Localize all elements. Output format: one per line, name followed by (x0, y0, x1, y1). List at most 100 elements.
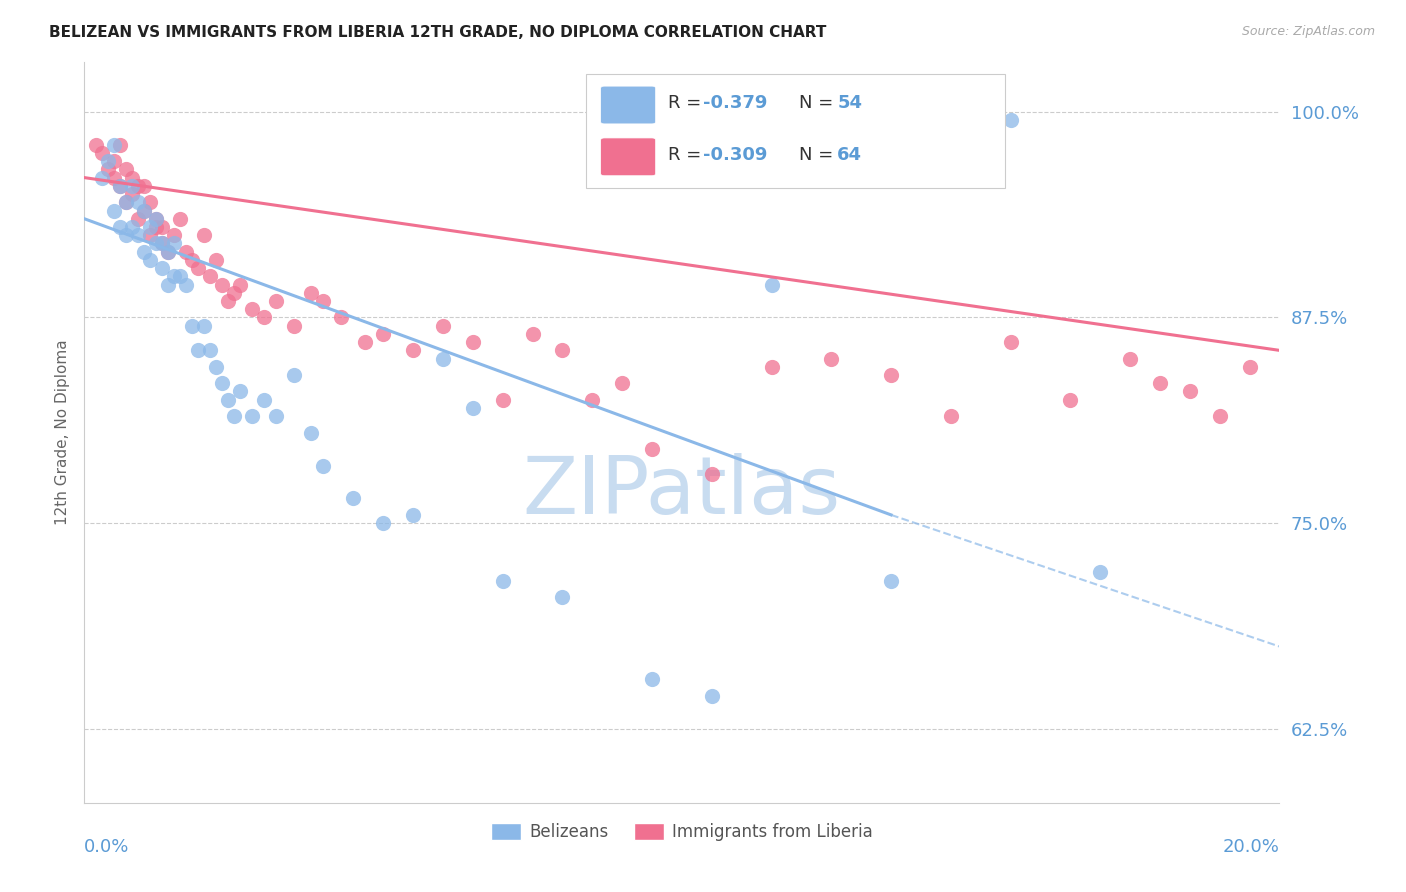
Text: N =: N = (799, 95, 839, 112)
Point (132, 203, 156, 218)
Text: R =: R = (668, 146, 707, 164)
Y-axis label: 12th Grade, No Diploma: 12th Grade, No Diploma (55, 340, 70, 525)
Point (127, 178, 149, 193)
Point (264, 409, 287, 424)
Point (169, 269, 191, 284)
Text: Source: ZipAtlas.com: Source: ZipAtlas.com (1241, 25, 1375, 38)
Point (641, 442, 664, 456)
Point (229, 277, 252, 292)
FancyBboxPatch shape (600, 87, 655, 124)
Point (121, 170, 143, 185)
Point (127, 195, 149, 210)
Text: 54: 54 (838, 95, 862, 112)
Point (145, 236, 167, 251)
Point (132, 244, 156, 259)
Point (492, 392, 515, 407)
Point (145, 211, 167, 226)
Point (222, 409, 245, 424)
Point (1149, 376, 1171, 391)
Point (211, 376, 233, 391)
Point (193, 318, 215, 333)
Point (253, 392, 276, 407)
Point (103, 154, 125, 169)
Point (1090, 566, 1112, 580)
Point (939, 409, 962, 424)
Point (373, 516, 395, 530)
Point (157, 244, 180, 259)
Point (330, 310, 353, 325)
Point (110, 219, 132, 234)
Point (492, 574, 515, 588)
Point (157, 244, 180, 259)
Point (132, 178, 156, 193)
Point (551, 343, 574, 358)
Text: -0.309: -0.309 (703, 146, 768, 164)
Point (115, 162, 138, 177)
Point (312, 293, 335, 308)
Point (551, 590, 574, 604)
Point (174, 277, 197, 292)
FancyBboxPatch shape (600, 138, 655, 176)
Point (91, 170, 114, 185)
Point (187, 261, 209, 276)
Point (110, 178, 132, 193)
Point (145, 219, 167, 234)
Legend: Belizeans, Immigrants from Liberia: Belizeans, Immigrants from Liberia (485, 816, 879, 847)
Point (1119, 351, 1142, 366)
Point (115, 195, 138, 210)
Point (880, 574, 903, 588)
Point (402, 343, 425, 358)
Point (198, 269, 221, 284)
Point (761, 277, 783, 292)
Point (150, 236, 173, 251)
Point (1059, 392, 1081, 407)
Point (761, 359, 783, 374)
Point (217, 392, 239, 407)
Point (193, 228, 215, 243)
Point (700, 689, 723, 703)
Point (432, 318, 454, 333)
Point (461, 401, 484, 415)
Point (181, 318, 204, 333)
Point (342, 491, 364, 506)
Point (139, 219, 162, 234)
Point (115, 228, 138, 243)
Point (110, 137, 132, 152)
Text: -0.379: -0.379 (703, 95, 768, 112)
Point (240, 409, 263, 424)
Point (139, 228, 162, 243)
Point (1209, 409, 1232, 424)
Point (169, 211, 191, 226)
Text: 20.0%: 20.0% (1223, 838, 1279, 855)
Point (163, 236, 186, 251)
Point (354, 335, 377, 350)
Text: ZIPatlas: ZIPatlas (523, 453, 841, 531)
Point (264, 293, 287, 308)
Point (432, 351, 454, 366)
Point (641, 673, 664, 687)
Point (103, 170, 125, 185)
Point (91, 145, 114, 160)
Point (1000, 113, 1022, 128)
Point (222, 285, 245, 300)
Point (283, 318, 305, 333)
Point (253, 310, 276, 325)
Point (139, 252, 162, 267)
Text: 64: 64 (838, 146, 862, 164)
Text: BELIZEAN VS IMMIGRANTS FROM LIBERIA 12TH GRADE, NO DIPLOMA CORRELATION CHART: BELIZEAN VS IMMIGRANTS FROM LIBERIA 12TH… (49, 25, 827, 40)
Point (97, 154, 120, 169)
Point (205, 252, 228, 267)
Point (150, 219, 173, 234)
Point (217, 293, 239, 308)
Point (139, 195, 162, 210)
Point (127, 211, 149, 226)
Point (121, 178, 143, 193)
Point (157, 277, 180, 292)
Point (150, 261, 173, 276)
Point (103, 137, 125, 152)
Point (211, 277, 233, 292)
Point (1000, 335, 1022, 350)
Point (174, 244, 197, 259)
Point (461, 335, 484, 350)
Point (240, 302, 263, 317)
